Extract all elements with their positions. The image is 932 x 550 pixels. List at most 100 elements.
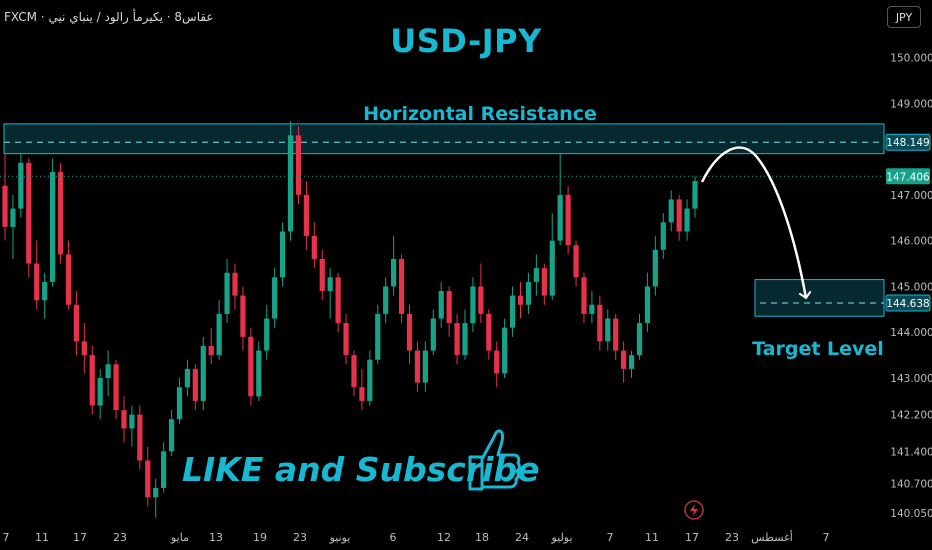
candle xyxy=(65,240,72,310)
candle xyxy=(57,162,64,264)
candle xyxy=(494,341,500,388)
candle xyxy=(383,277,389,324)
candle xyxy=(565,185,571,255)
candle xyxy=(660,213,666,259)
x-tick-label: 12 xyxy=(437,531,451,544)
x-tick-label: 23 xyxy=(113,531,127,544)
candle xyxy=(161,442,167,493)
x-tick-label: 7 xyxy=(3,531,10,544)
candle xyxy=(42,272,48,319)
candle xyxy=(343,313,349,365)
price-label: 147.406 xyxy=(886,168,930,185)
candle xyxy=(303,181,309,250)
price-label: 144.638 xyxy=(885,294,931,312)
candle xyxy=(34,240,40,310)
candle xyxy=(406,304,413,365)
candle xyxy=(232,263,238,310)
y-tick-label: 141.400 xyxy=(890,446,932,458)
candle xyxy=(621,341,627,383)
candle xyxy=(557,153,563,246)
y-tick-label: 146.000 xyxy=(890,236,932,248)
x-tick-label: 19 xyxy=(253,531,267,544)
x-tick-label: 24 xyxy=(515,531,529,544)
x-tick-label: أغسطس xyxy=(751,530,793,544)
candle xyxy=(73,291,79,356)
candle xyxy=(113,359,119,420)
resistance-zone xyxy=(3,123,885,155)
candle xyxy=(295,126,302,205)
x-tick-label: 11 xyxy=(645,531,659,544)
candle xyxy=(414,341,421,392)
candle xyxy=(256,341,262,401)
candle xyxy=(478,263,484,324)
target-label: Target Level xyxy=(752,338,884,360)
candle xyxy=(81,323,87,374)
lightning-icon[interactable] xyxy=(684,500,704,520)
candle xyxy=(129,405,135,447)
candle xyxy=(168,410,175,456)
symbol-label[interactable]: FXCM · عقاس8 · يكيرمأ رالود / ينباي نيي xyxy=(4,10,214,24)
candle xyxy=(367,350,373,406)
candle xyxy=(589,291,595,324)
x-tick-label: 18 xyxy=(475,531,489,544)
candle xyxy=(541,263,547,305)
candle xyxy=(549,213,555,301)
chart-title: USD-JPY xyxy=(390,22,542,60)
x-tick-label: 17 xyxy=(685,531,699,544)
candle xyxy=(462,309,468,360)
candle xyxy=(581,272,587,324)
y-tick-label: 142.200 xyxy=(890,410,932,422)
candle xyxy=(176,378,183,424)
candle xyxy=(97,368,103,420)
thumbs-up-icon xyxy=(468,429,521,491)
x-tick-label: يوليو xyxy=(550,531,572,544)
candle xyxy=(398,254,405,324)
candle xyxy=(145,446,151,507)
y-tick-label: 140.050 xyxy=(890,508,932,520)
candle xyxy=(446,286,452,337)
y-tick-label: 143.000 xyxy=(890,373,932,385)
x-tick-label: 7 xyxy=(823,531,830,544)
currency-button[interactable]: JPY xyxy=(887,6,921,28)
candle xyxy=(533,254,539,296)
price-label: 148.149 xyxy=(885,133,931,151)
candle xyxy=(375,304,381,365)
candle xyxy=(470,277,476,333)
x-tick-label: 6 xyxy=(390,531,397,544)
candle xyxy=(391,236,397,296)
candle xyxy=(692,176,698,218)
x-tick-label: 17 xyxy=(73,531,87,544)
y-tick-label: 150.000 xyxy=(890,52,932,64)
candle xyxy=(676,194,682,241)
x-tick-label: 13 xyxy=(209,531,223,544)
candle xyxy=(525,272,532,314)
y-tick-label: 149.000 xyxy=(890,98,932,110)
y-tick-label: 140.700 xyxy=(890,478,932,490)
candle xyxy=(327,268,333,319)
candle xyxy=(668,190,674,232)
svg-text:147.406: 147.406 xyxy=(886,171,930,183)
candle xyxy=(613,313,619,360)
candle xyxy=(509,286,516,337)
y-tick-label: 144.000 xyxy=(890,327,932,339)
candle xyxy=(153,478,159,518)
candle xyxy=(311,222,317,269)
x-tick-label: 7 xyxy=(607,531,614,544)
candle xyxy=(605,309,611,351)
candle xyxy=(652,236,658,296)
y-tick-label: 145.000 xyxy=(890,281,932,293)
candle xyxy=(502,318,508,379)
candle xyxy=(287,121,294,241)
like-subscribe-text: LIKE and Subscribe xyxy=(182,450,539,489)
candle xyxy=(335,272,341,333)
candle xyxy=(121,396,127,443)
candle xyxy=(216,300,222,360)
candle xyxy=(184,359,191,397)
y-tick-label: 147.000 xyxy=(890,190,932,202)
candle xyxy=(573,240,579,287)
candle xyxy=(137,405,143,470)
candle xyxy=(224,258,230,324)
candle xyxy=(684,199,690,241)
